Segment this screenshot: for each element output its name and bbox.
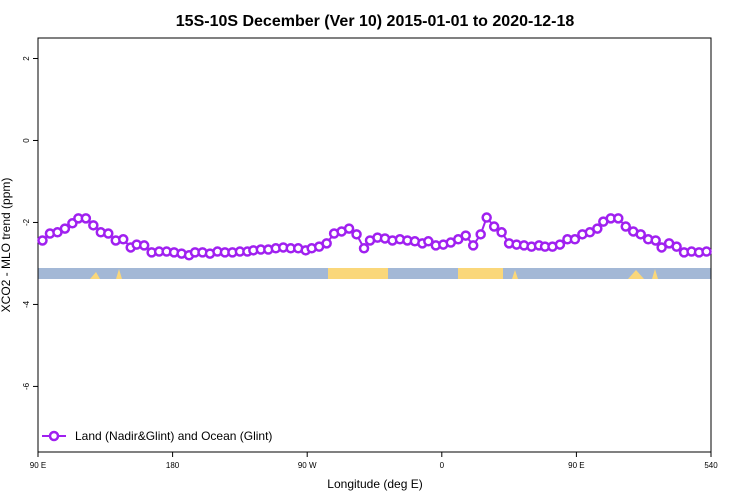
x-tick-label: 90 E <box>568 461 584 470</box>
land-ocean-strip <box>38 268 711 279</box>
x-tick-label: 180 <box>166 461 180 470</box>
land-bits <box>90 269 658 279</box>
point <box>343 223 355 234</box>
y-tick-label: -6 <box>22 382 31 390</box>
plot-frame <box>37 37 712 453</box>
chart-title: 15S-10S December (Ver 10) 2015-01-01 to … <box>176 13 575 30</box>
point <box>423 236 434 247</box>
point <box>80 213 92 224</box>
point <box>569 234 581 245</box>
y-axis-label: XCO2 - MLO trend (ppm) <box>0 178 13 313</box>
x-axis-label: Longitude (deg E) <box>327 477 422 491</box>
point <box>138 240 150 251</box>
y-tick-label: -2 <box>22 218 31 226</box>
point <box>358 243 370 254</box>
y-tick-label: 2 <box>22 56 31 61</box>
point <box>650 235 661 246</box>
point <box>59 223 71 234</box>
x-tick-label: 540 <box>704 461 718 470</box>
point <box>467 240 479 251</box>
point <box>88 220 99 231</box>
point <box>488 221 500 232</box>
point <box>460 230 471 241</box>
point <box>103 228 114 239</box>
point <box>496 227 507 238</box>
point <box>620 221 632 232</box>
point <box>671 241 682 252</box>
point <box>37 235 48 246</box>
land-band <box>458 268 503 279</box>
point <box>613 213 624 224</box>
legend-marker <box>48 430 60 442</box>
legend-label: Land (Nadir&Glint) and Ocean (Glint) <box>75 429 272 443</box>
point <box>635 229 646 240</box>
land-band <box>328 268 388 279</box>
x-tick-label: 0 <box>440 461 445 470</box>
point <box>475 229 486 240</box>
x-tick-label: 90 W <box>298 461 317 470</box>
point <box>554 239 566 250</box>
y-tick-label: -4 <box>22 300 31 308</box>
point <box>117 234 129 245</box>
y-tick-label: 0 <box>22 138 31 143</box>
point <box>351 229 362 240</box>
point <box>321 238 332 249</box>
point <box>701 246 712 257</box>
point <box>481 212 492 223</box>
point <box>656 242 667 253</box>
x-tick-label: 90 E <box>30 461 46 470</box>
point <box>592 223 603 234</box>
